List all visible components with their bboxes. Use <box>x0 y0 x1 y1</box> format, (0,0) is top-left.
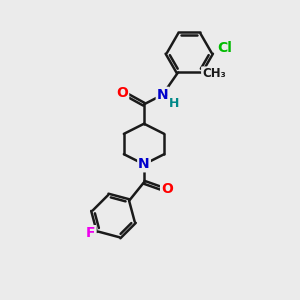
Text: O: O <box>116 86 128 100</box>
Text: CH₃: CH₃ <box>202 68 226 80</box>
Text: Cl: Cl <box>217 40 232 55</box>
Text: N: N <box>157 88 168 102</box>
Text: N: N <box>138 157 150 171</box>
Text: H: H <box>169 97 179 110</box>
Text: O: O <box>161 182 173 197</box>
Text: F: F <box>86 226 96 240</box>
